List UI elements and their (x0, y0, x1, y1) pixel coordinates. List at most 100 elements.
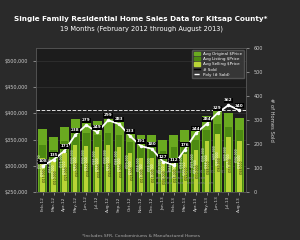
Text: 284: 284 (202, 117, 211, 121)
Text: $375,000: $375,000 (59, 152, 63, 167)
Bar (203, 130, 210, 192)
Text: 191: 191 (137, 139, 145, 143)
Text: $335,000: $335,000 (150, 162, 154, 177)
Bar (225, 126, 232, 192)
Bar (116, 135, 122, 192)
Bar (170, 148, 177, 192)
Text: Single Family Residential Home Sales Data for Kitsap County*: Single Family Residential Home Sales Dat… (14, 16, 268, 22)
Text: $368,000: $368,000 (205, 154, 208, 168)
Text: $340,000: $340,000 (75, 161, 79, 176)
Text: $315,000: $315,000 (152, 168, 156, 182)
Text: $335,000: $335,000 (139, 162, 143, 177)
Text: $395,000: $395,000 (202, 147, 206, 162)
Bar (138, 148, 144, 192)
Bar (105, 133, 112, 192)
Bar (214, 124, 221, 192)
Text: $360,000: $360,000 (217, 156, 221, 171)
Text: 233: 233 (126, 129, 134, 133)
Bar (158, 140, 167, 192)
Bar (126, 129, 134, 192)
Bar (95, 148, 99, 192)
Text: $385,000: $385,000 (114, 149, 118, 164)
Text: $405,000: $405,000 (212, 144, 217, 159)
Text: 329: 329 (213, 106, 222, 110)
Bar (115, 121, 124, 192)
Text: $335,000: $335,000 (97, 162, 101, 177)
Text: $335,000: $335,000 (119, 162, 123, 177)
Bar (202, 116, 211, 192)
Text: $368,000: $368,000 (180, 154, 184, 168)
Text: 112: 112 (169, 158, 178, 162)
Bar (73, 145, 77, 192)
Text: 108: 108 (38, 159, 47, 163)
Text: $350,000: $350,000 (158, 158, 162, 173)
Text: $342,000: $342,000 (183, 161, 187, 175)
Bar (180, 130, 189, 192)
Text: $340,000: $340,000 (40, 161, 45, 176)
Text: 135: 135 (49, 153, 58, 157)
Bar (148, 135, 156, 192)
Text: $390,000: $390,000 (81, 148, 85, 163)
Text: 238: 238 (71, 128, 80, 132)
Text: $355,000: $355,000 (228, 157, 232, 172)
Bar (237, 141, 242, 192)
Text: 244: 244 (191, 127, 200, 131)
Bar (82, 119, 91, 192)
Bar (71, 119, 80, 192)
Text: $350,000: $350,000 (194, 158, 198, 173)
Bar (62, 153, 67, 192)
Text: $390,000: $390,000 (70, 148, 74, 163)
Text: $345,000: $345,000 (128, 160, 132, 174)
Bar (60, 126, 69, 192)
Text: $338,000: $338,000 (86, 162, 90, 176)
Text: 340: 340 (235, 104, 244, 108)
Text: $392,000: $392,000 (234, 148, 239, 162)
Text: $355,000: $355,000 (48, 157, 52, 172)
Bar (106, 145, 110, 192)
Text: $375,000: $375,000 (226, 152, 230, 167)
Bar (40, 158, 45, 192)
Bar (161, 162, 165, 192)
Text: $385,000: $385,000 (92, 149, 96, 164)
Text: $315,000: $315,000 (42, 168, 46, 182)
Text: 180: 180 (148, 142, 156, 146)
Bar (128, 153, 132, 192)
Bar (235, 118, 244, 192)
Text: $362,000: $362,000 (106, 155, 110, 170)
Text: $348,000: $348,000 (206, 159, 210, 174)
Text: $340,000: $340,000 (108, 161, 112, 176)
Text: $358,000: $358,000 (95, 156, 99, 171)
Text: $308,000: $308,000 (163, 169, 167, 184)
Bar (236, 130, 243, 192)
Text: $368,000: $368,000 (237, 154, 242, 168)
Bar (117, 148, 121, 192)
Text: $348,000: $348,000 (62, 159, 66, 174)
Text: 299: 299 (104, 114, 112, 117)
Bar (50, 150, 57, 192)
Text: $390,000: $390,000 (103, 148, 107, 163)
Text: $325,000: $325,000 (64, 165, 68, 180)
Text: *Includes SFR, Condominiums & Manufactured Homes: *Includes SFR, Condominiums & Manufactur… (82, 234, 200, 238)
Text: Sources: Windows 10, 2011, 2012, 2013
www.RealEstateInvestor.com
www.VisualDataC: Sources: Windows 10, 2011, 2012, 2013 ww… (156, 170, 227, 185)
Bar (224, 114, 233, 192)
Text: $362,000: $362,000 (74, 155, 77, 170)
Text: 249: 249 (93, 126, 102, 129)
Text: $325,000: $325,000 (130, 165, 134, 180)
Text: $358,000: $358,000 (147, 156, 151, 171)
Text: $375,000: $375,000 (190, 152, 195, 167)
Bar (93, 121, 102, 192)
Text: $370,000: $370,000 (125, 153, 129, 168)
Text: 127: 127 (159, 155, 167, 159)
Bar (191, 126, 200, 192)
Text: $330,000: $330,000 (52, 164, 56, 178)
Bar (83, 133, 90, 192)
Bar (150, 158, 154, 192)
Text: $400,000: $400,000 (224, 145, 227, 160)
Text: 171: 171 (60, 144, 69, 148)
Text: $335,000: $335,000 (172, 162, 176, 177)
Bar (192, 140, 199, 192)
Bar (127, 142, 133, 192)
Bar (169, 135, 178, 192)
Bar (172, 158, 176, 192)
Bar (84, 146, 88, 192)
